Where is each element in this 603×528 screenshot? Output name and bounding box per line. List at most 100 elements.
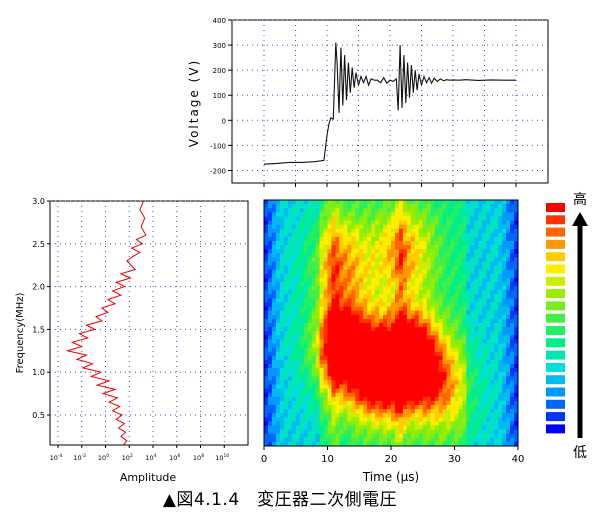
heatmap-cell	[422, 302, 428, 307]
heatmap-cell	[264, 310, 269, 316]
heatmap-cell	[434, 327, 440, 332]
heatmap-cell	[430, 241, 436, 246]
heatmap-cell	[295, 405, 301, 410]
heatmap-cell	[267, 298, 273, 303]
heatmap-cell	[406, 249, 412, 254]
heatmap-cell	[275, 294, 281, 299]
heatmap-cell	[474, 364, 479, 369]
heatmap-cell	[355, 318, 360, 324]
heatmap-cell	[454, 310, 459, 316]
heatmap-cell	[398, 421, 404, 426]
heatmap-cell	[510, 347, 515, 353]
heatmap-cell	[434, 232, 440, 238]
heatmap-cell	[514, 200, 518, 205]
heatmap-cell	[291, 224, 297, 230]
heatmap-cell	[502, 249, 507, 254]
heatmap-cell	[502, 380, 507, 385]
heatmap-cell	[283, 388, 289, 394]
heatmap-cell	[398, 290, 404, 295]
heatmap-cell	[466, 277, 471, 283]
heatmap-cell	[371, 396, 376, 402]
heatmap-cell	[347, 425, 352, 430]
heatmap-cell	[335, 437, 340, 443]
heatmap-cell	[379, 437, 384, 443]
heatmap-cell	[442, 347, 447, 353]
heatmap-cell	[458, 208, 463, 213]
heatmap-cell	[470, 282, 475, 287]
heatmap-cell	[283, 384, 289, 389]
heatmap-cell	[343, 286, 348, 291]
heatmap-cell	[291, 286, 297, 291]
heatmap-cell	[418, 241, 424, 246]
heatmap-cell	[406, 200, 412, 205]
heatmap-cell	[486, 417, 491, 422]
heatmap-cell	[422, 249, 428, 254]
heatmap-cell	[379, 413, 384, 418]
heatmap-cell	[351, 413, 356, 418]
heatmap-cell	[474, 376, 479, 381]
heatmap-cell	[319, 306, 324, 312]
heatmap-cell	[371, 212, 376, 217]
heatmap-cell	[375, 306, 380, 312]
heatmap-cell	[450, 310, 455, 316]
heatmap-cell	[287, 204, 293, 209]
heatmap-cell	[514, 335, 518, 340]
heatmap-cell	[295, 372, 301, 377]
heatmap-cell	[295, 376, 301, 381]
heatmap-cell	[442, 249, 447, 254]
heatmap-cell	[502, 298, 507, 303]
heatmap-cell	[442, 323, 447, 328]
heatmap-cell	[474, 220, 479, 225]
heatmap-cell	[379, 216, 384, 221]
heatmap-cell	[394, 290, 400, 295]
heatmap-cell	[295, 286, 301, 291]
heatmap-cell	[359, 249, 364, 254]
heatmap-cell	[482, 331, 487, 336]
heatmap-cell	[295, 249, 301, 254]
heatmap-cell	[442, 314, 447, 320]
heatmap-cell	[315, 417, 320, 422]
heatmap-cell	[355, 413, 360, 418]
heatmap-cell	[367, 294, 372, 299]
heatmap-cell	[311, 294, 316, 299]
heatmap-cell	[466, 212, 471, 217]
heatmap-cell	[283, 245, 289, 250]
heatmap-cell	[379, 376, 384, 381]
heatmap-cell	[343, 277, 348, 283]
voltage-ylabel: Voltage (V)	[187, 59, 201, 147]
heatmap-cell	[450, 306, 455, 312]
heatmap-cell	[275, 327, 281, 332]
heatmap-cell	[319, 441, 324, 446]
heatmap-cell	[323, 253, 328, 258]
heatmap-cell	[426, 200, 432, 205]
heatmap-cell	[514, 253, 518, 258]
heatmap-cell	[494, 327, 499, 332]
heatmap-cell	[458, 282, 463, 287]
heatmap-cell	[442, 405, 447, 410]
heatmap-cell	[311, 421, 316, 426]
heatmap-cell	[478, 392, 483, 398]
heatmap-cell	[359, 343, 364, 348]
heatmap-cell	[371, 310, 376, 316]
heatmap-cell	[498, 204, 503, 209]
heatmap-cell	[287, 249, 293, 254]
heatmap-cell	[402, 388, 408, 394]
heatmap-cell	[478, 318, 483, 324]
heatmap-cell	[458, 364, 463, 369]
heatmap-cell	[267, 441, 273, 446]
heatmap-cell	[283, 339, 289, 344]
heatmap-cell	[446, 277, 451, 283]
heatmap-cell	[383, 380, 388, 385]
heatmap-cell	[510, 277, 515, 283]
heatmap-cell	[406, 331, 412, 336]
heatmap-cell	[347, 208, 352, 213]
heatmap-cell	[351, 294, 356, 299]
heatmap-cell	[446, 396, 451, 402]
heatmap-cell	[510, 224, 515, 230]
heatmap-cell	[414, 355, 420, 361]
heatmap-cell	[299, 286, 305, 291]
heatmap-cell	[406, 376, 412, 381]
heatmap-cell	[299, 220, 305, 225]
heatmap-cell	[383, 310, 388, 316]
heatmap-cell	[442, 351, 447, 357]
